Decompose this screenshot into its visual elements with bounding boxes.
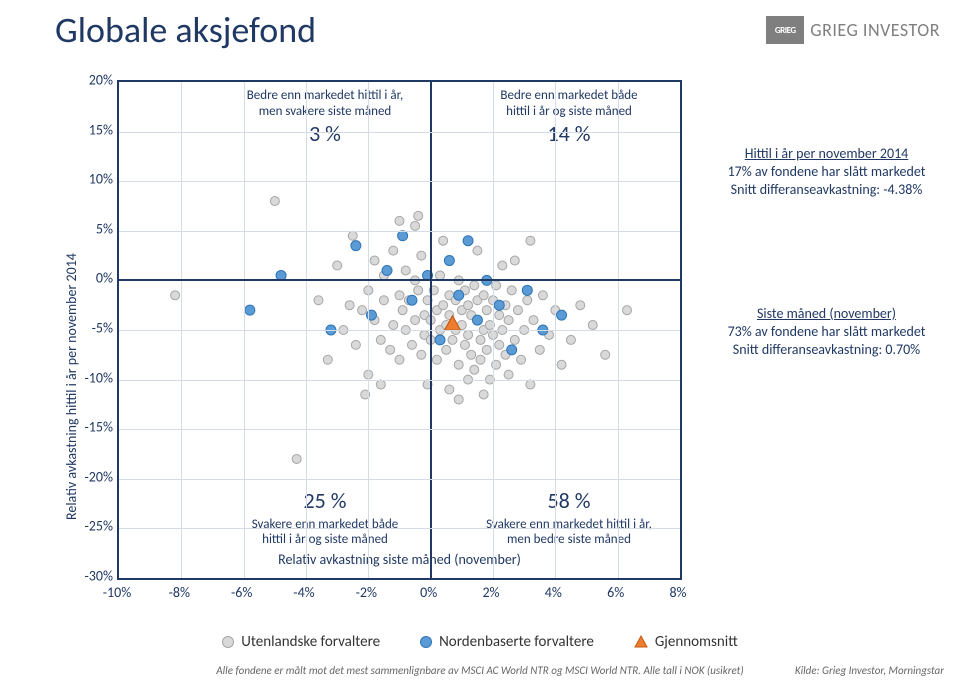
legend-foreign: Utenlandske forvaltere xyxy=(222,633,380,651)
xaxis-title: Relativ avkastning siste måned (november… xyxy=(278,551,521,568)
legend-marker-average xyxy=(634,635,648,649)
sidebox-ytd: Hittil i år per november 2014 17% av fon… xyxy=(709,145,944,200)
brand: GRIEG GRIEG INVESTOR xyxy=(766,16,940,44)
scatter-chart: Relativ avkastning siste måned (november… xyxy=(75,80,690,610)
legend-marker-nordic xyxy=(420,636,432,648)
brand-name: GRIEG INVESTOR xyxy=(810,19,940,41)
quad-top-left: Bedre enn markedet hittil i år, men svak… xyxy=(225,88,425,148)
legend-marker-foreign xyxy=(222,636,234,648)
sidebox-month: Siste måned (november) 73% av fondene ha… xyxy=(709,305,944,360)
brand-logo: GRIEG xyxy=(766,16,804,44)
source: Kilde: Grieg Investor, Morningstar xyxy=(795,664,944,677)
legend: Utenlandske forvaltere Nordenbaserte for… xyxy=(0,633,960,651)
quad-bottom-left: 25 % Svakere enn markedet både hittil i … xyxy=(225,488,425,548)
plot-frame: Relativ avkastning siste måned (november… xyxy=(117,80,682,580)
legend-nordic: Nordenbaserte forvaltere xyxy=(420,633,594,651)
page-title: Globale aksjefond xyxy=(55,8,316,52)
quad-top-right: Bedre enn markedet både hittil i år og s… xyxy=(469,88,669,148)
legend-average: Gjennomsnitt xyxy=(634,633,738,651)
quad-bottom-right: 58 % Svakere enn markedet hittil i år, m… xyxy=(469,488,669,548)
